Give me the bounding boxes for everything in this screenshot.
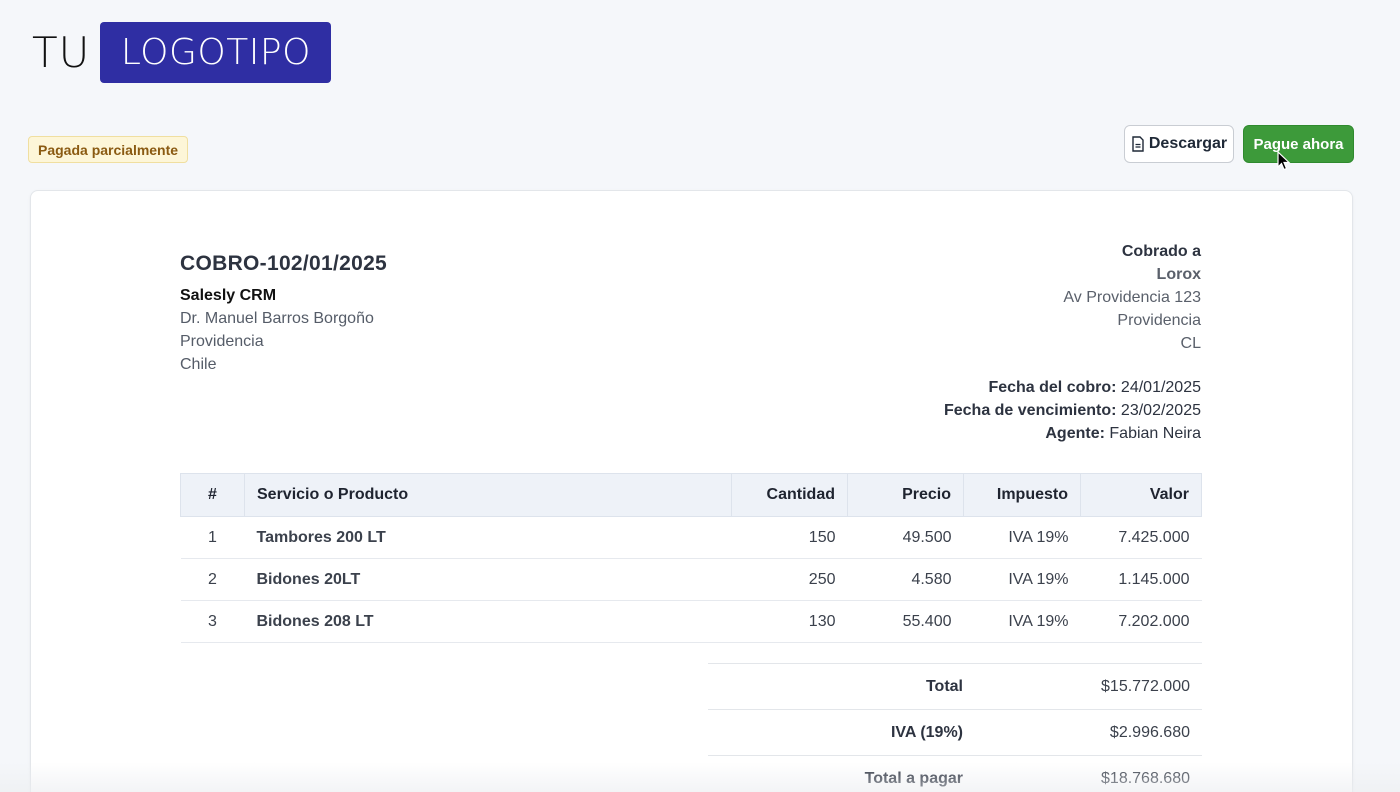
- row-quantity: 150: [731, 516, 848, 559]
- row-number: 2: [180, 558, 245, 601]
- company-logo: TU LOGOTIPO: [32, 22, 332, 83]
- row-tax: IVA 19%: [963, 516, 1081, 559]
- row-price: 49.500: [847, 516, 964, 559]
- grand-total-label: Total a pagar: [864, 769, 963, 787]
- invoice-date: Fecha del cobro: 24/01/2025: [988, 379, 1201, 396]
- subtotal-value: $15.772.000: [1101, 677, 1190, 695]
- table-row: 2 Bidones 20LT 250 4.580 IVA 19% 1.145.0…: [180, 558, 1202, 601]
- due-date: Fecha de vencimiento: 23/02/2025: [943, 402, 1201, 419]
- col-product-header: Servicio o Producto: [244, 473, 732, 517]
- row-product: Tambores 200 LT: [244, 516, 732, 559]
- tax-total-row: IVA (19%) $2.996.680: [708, 709, 1202, 755]
- row-number: 3: [180, 600, 245, 643]
- issuer-country: Chile: [180, 356, 217, 373]
- status-badge: Pagada parcialmente: [28, 136, 189, 163]
- invoice-number: COBRO-102/01/2025: [180, 252, 388, 275]
- issuer-name: Salesly CRM: [180, 287, 277, 304]
- row-value: 7.202.000: [1080, 600, 1202, 643]
- row-price: 4.580: [847, 558, 964, 601]
- logo-box: LOGOTIPO: [100, 22, 332, 83]
- client-address-line: Av Providencia 123: [1063, 289, 1201, 306]
- download-label: Descargar: [1148, 135, 1228, 152]
- col-value-header: Valor: [1080, 473, 1202, 517]
- tax-total-label: IVA (19%): [890, 723, 963, 741]
- row-quantity: 130: [731, 600, 848, 643]
- row-tax: IVA 19%: [963, 558, 1081, 601]
- col-tax-header: Impuesto: [963, 473, 1081, 517]
- col-price-header: Precio: [847, 473, 964, 517]
- row-product: Bidones 208 LT: [244, 600, 732, 643]
- grand-total-row: Total a pagar $18.768.680: [708, 755, 1202, 792]
- row-quantity: 250: [731, 558, 848, 601]
- items-table: # Servicio o Producto Cantidad Precio Im…: [180, 473, 1202, 643]
- pay-now-button[interactable]: Pague ahora: [1243, 125, 1354, 163]
- table-header-row: # Servicio o Producto Cantidad Precio Im…: [180, 473, 1202, 517]
- totals-section: Total $15.772.000 IVA (19%) $2.996.680 T…: [708, 663, 1202, 792]
- tax-total-value: $2.996.680: [1109, 723, 1190, 741]
- row-value: 7.425.000: [1080, 516, 1202, 559]
- table-row: 3 Bidones 208 LT 130 55.400 IVA 19% 7.20…: [180, 600, 1202, 643]
- row-product: Bidones 20LT: [244, 558, 732, 601]
- client-country: CL: [1180, 335, 1201, 352]
- table-row: 1 Tambores 200 LT 150 49.500 IVA 19% 7.4…: [180, 516, 1202, 559]
- billed-to-heading: Cobrado a: [1121, 243, 1201, 260]
- grand-total-value: $18.768.680: [1101, 769, 1190, 787]
- client-name: Lorox: [1156, 266, 1201, 283]
- subtotal-row: Total $15.772.000: [708, 663, 1202, 709]
- download-button[interactable]: Descargar: [1124, 125, 1234, 163]
- mouse-cursor-icon: [1277, 151, 1291, 171]
- subtotal-label: Total: [925, 677, 963, 695]
- client-city: Providencia: [1117, 312, 1201, 329]
- row-value: 1.145.000: [1080, 558, 1202, 601]
- col-number-header: #: [180, 473, 245, 517]
- pdf-file-icon: [1132, 136, 1144, 152]
- issuer-address-line: Dr. Manuel Barros Borgoño: [180, 310, 374, 327]
- agent: Agente: Fabian Neira: [1045, 425, 1201, 442]
- row-number: 1: [180, 516, 245, 559]
- logo-prefix: TU: [32, 28, 91, 77]
- row-price: 55.400: [847, 600, 964, 643]
- col-quantity-header: Cantidad: [731, 473, 848, 517]
- row-tax: IVA 19%: [963, 600, 1081, 643]
- issuer-city: Providencia: [180, 333, 264, 350]
